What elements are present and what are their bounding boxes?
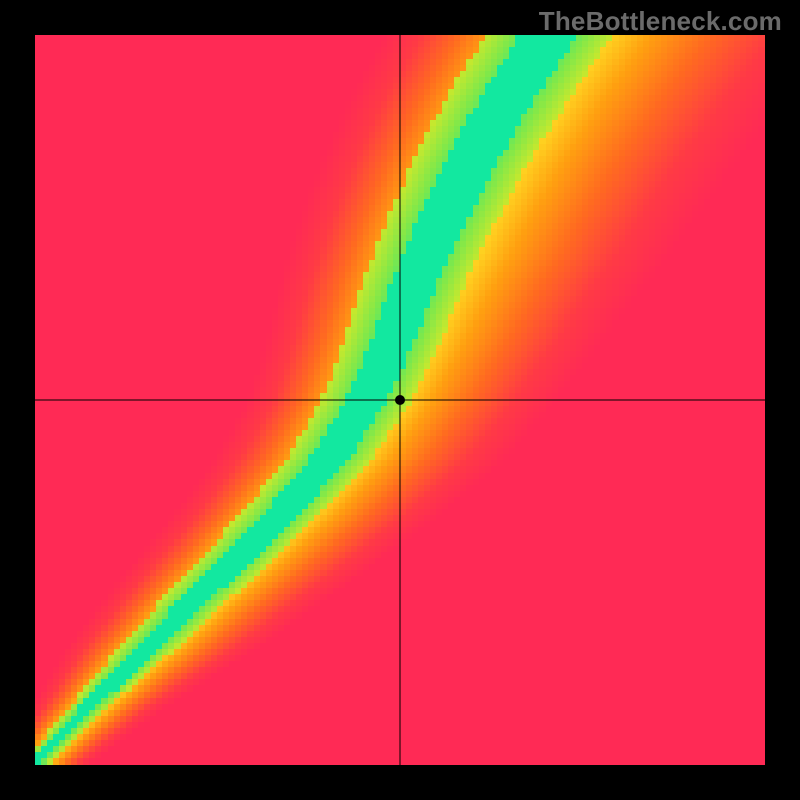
heatmap-plot [35,35,765,765]
chart-container: TheBottleneck.com [0,0,800,800]
watermark-text: TheBottleneck.com [539,6,782,37]
